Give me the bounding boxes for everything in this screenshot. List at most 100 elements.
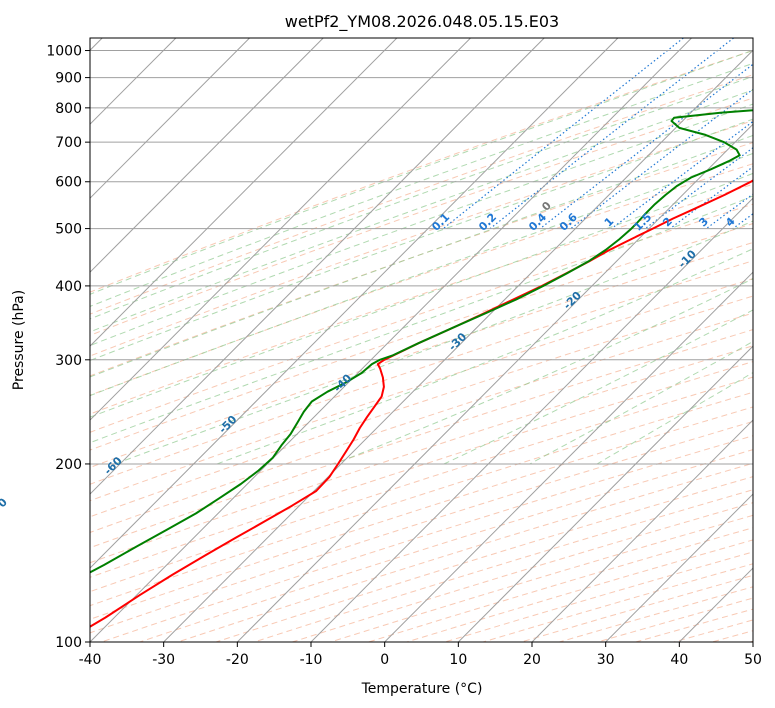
moist-adiabat-line [90,49,753,295]
dry-adiabat-line [101,435,753,642]
isotherm-gridline [752,641,753,642]
x-axis-label: Temperature (°C) [361,681,483,697]
dry-adiabat-line [90,361,753,578]
dry-adiabat-line [90,203,753,433]
dry-adiabat-line [90,163,753,396]
x-tick-label: -40 [79,652,102,668]
y-tick-label: 600 [55,175,82,191]
y-tick-label: 500 [55,222,82,238]
moist-adiabat-line [529,340,753,465]
moist-adiabat-line [90,75,753,320]
isotherm-label: -50 [216,413,239,436]
mixing-ratio-line [442,38,684,230]
dry-adiabat-line [90,120,753,357]
sounding-profiles [90,109,753,628]
dry-adiabat-line [90,345,753,564]
dry-adiabat-line [711,630,753,642]
x-tick-label: 0 [380,652,389,668]
line-labels: -100-90-80-70-60-50-40-30-20-100.10.20.4… [0,199,738,519]
y-tick-label: 700 [55,135,82,151]
dry-adiabat-line [90,97,753,336]
dry-adiabat-line [90,278,753,502]
y-tick-label: 200 [55,457,82,473]
dry-adiabat-line [90,376,753,593]
temperature-profile-line [90,179,753,628]
y-tick-label: 300 [55,353,82,369]
x-tick-label: 10 [449,652,467,668]
dry-adiabat-line [90,223,753,451]
mixing-ratio-label: 0.2 [476,211,499,234]
x-tick-label: -10 [300,652,323,668]
moist-adiabat-line [216,248,753,465]
isotherm-gridline [310,197,753,642]
mixing-ratio-line [611,120,753,230]
moist-adiabats [90,49,753,465]
mixing-ratio-label: 0.4 [526,210,549,233]
mixing-ratio-line [705,193,753,230]
moist-adiabat-line [90,89,753,333]
y-axis-label: Pressure (hPa) [11,290,27,390]
isotherm-label: -20 [561,289,584,312]
dry-adiabat-line [254,489,753,642]
y-tick-label: 400 [55,279,82,295]
dry-adiabat-line [330,514,753,642]
moist-adiabat-line [90,172,753,418]
dry-adiabat-line [482,563,753,642]
isotherm-gridline [90,38,398,347]
mixing-ratio-label: 4 [723,215,738,230]
isotherm-gridline [90,38,692,642]
isotherm-label: -10 [676,247,699,270]
dry-adiabat-line [90,312,753,533]
grid-lines [90,38,753,642]
isotherm-gridline [90,38,619,569]
mixing-ratio-lines [442,38,753,230]
dry-adiabat-line [90,329,753,549]
mixing-ratio-label: 1 [602,215,617,230]
isotherm-gridline [605,493,753,642]
dry-adiabat-line [673,619,753,642]
mixing-ratio-label: 0.6 [557,210,580,233]
dry-adiabat-line [90,391,753,607]
dry-adiabat-line [90,241,753,468]
isotherm-gridline [90,38,471,421]
isotherm-gridline [90,38,545,495]
isotherm-gridline [163,49,753,642]
y-tick-label: 1000 [46,44,82,60]
x-tick-label: 50 [744,652,762,668]
x-tick-label: -20 [226,652,249,668]
isotherm-gridline [90,38,324,273]
dry-adiabat-line [90,183,753,415]
dry-adiabat-line [635,608,753,642]
dry-adiabat-line [559,586,753,642]
dry-adiabat-line [90,142,753,377]
dry-adiabat-line [90,49,753,293]
isotherm-gridline [384,271,753,642]
dry-adiabat-line [750,640,753,642]
mixing-ratio-line [732,213,753,230]
isotherm-gridline [531,419,753,642]
x-tick-label: 30 [597,652,615,668]
mixing-ratio-label: 3 [696,215,711,230]
plot-frame [89,37,754,643]
moist-adiabat-line [90,118,753,361]
chart-title: wetPf2_YM08.2026.048.05.15.E03 [285,12,559,32]
axis-ticks: -40 -30 -20 -10 0 10 20 30 40 50 1000 900 800 700 600 5… [46,44,762,668]
moist-adiabat-line [90,195,753,444]
isotherm-gridline [457,345,753,642]
moist-adiabat-line [334,278,753,465]
dry-adiabats [90,49,753,642]
dewpoint-profile-line [90,109,753,574]
mixing-ratio-label: 0.1 [429,211,452,234]
x-tick-label: 40 [670,652,688,668]
y-tick-label: 800 [55,101,82,117]
mixing-ratio-line [669,166,753,230]
mixing-ratio-line [644,146,753,230]
dry-adiabat-line [292,502,753,642]
mixing-ratio-line [539,63,753,230]
isotherm-label: -60 [101,454,124,477]
moist-adiabat-line [90,62,753,307]
y-tick-label: 100 [55,635,82,651]
mixing-ratio-line [570,88,753,230]
moist-adiabat-line [90,134,753,378]
